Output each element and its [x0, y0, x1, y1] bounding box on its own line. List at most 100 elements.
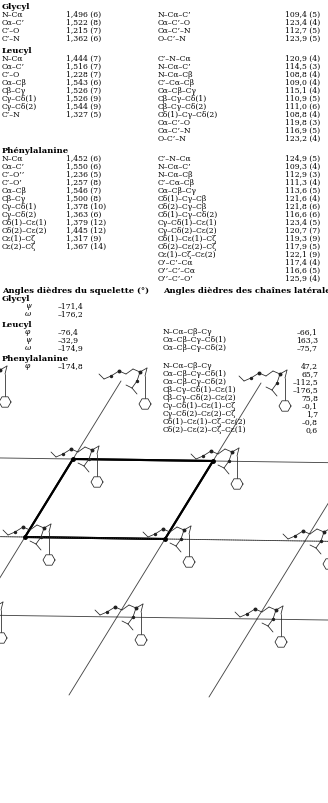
Text: 1,236 (5): 1,236 (5) [66, 171, 101, 179]
Text: 1,317 (9): 1,317 (9) [66, 234, 101, 243]
Text: Cδ(2)–Cε(2)–Cζ: Cδ(2)–Cε(2)–Cζ [158, 243, 217, 251]
Text: Cγ–Cδ(1)–Cε(1): Cγ–Cδ(1)–Cε(1) [158, 218, 217, 226]
Text: C’–N–Cα: C’–N–Cα [158, 55, 192, 63]
Text: φ: φ [25, 361, 31, 369]
Text: C’–N–Cα: C’–N–Cα [158, 155, 192, 163]
Text: 109,0 (4): 109,0 (4) [285, 79, 320, 87]
Text: 117,9 (5): 117,9 (5) [285, 243, 320, 251]
Text: Cδ(1)–Cγ–Cδ(2): Cδ(1)–Cγ–Cδ(2) [158, 111, 218, 119]
Text: Phenylalanine: Phenylalanine [2, 355, 69, 362]
Text: –32,9: –32,9 [58, 336, 79, 344]
Text: 119,3 (9): 119,3 (9) [285, 234, 320, 243]
Text: 109,3 (4): 109,3 (4) [285, 163, 320, 171]
Text: O’’–C’–Cα: O’’–C’–Cα [158, 267, 196, 275]
Text: Cδ(2)–Cε(2)–Cζ–Cε(1): Cδ(2)–Cε(2)–Cζ–Cε(1) [163, 426, 247, 434]
Text: Cα–C’: Cα–C’ [2, 63, 25, 71]
Text: Cβ–Cγ: Cβ–Cγ [2, 195, 26, 202]
Text: 111,0 (6): 111,0 (6) [285, 103, 320, 111]
Text: Cβ–Cγ: Cβ–Cγ [2, 87, 26, 95]
Text: N–Cα: N–Cα [2, 155, 24, 163]
Text: C’–Cα–Cβ: C’–Cα–Cβ [158, 179, 195, 187]
Text: C’–Cα–Cβ: C’–Cα–Cβ [158, 79, 195, 87]
Text: 65,7: 65,7 [301, 369, 318, 377]
Text: N–Cα–C’: N–Cα–C’ [158, 63, 192, 71]
Text: Glycyl: Glycyl [2, 3, 31, 11]
Text: 123,2 (4): 123,2 (4) [285, 135, 320, 143]
Text: Cδ(1)–Cε(1)–Cζ–Cε(2): Cδ(1)–Cε(1)–Cζ–Cε(2) [163, 418, 247, 426]
Text: Cβ–Cγ–Cδ(1)–Cε(1): Cβ–Cγ–Cδ(1)–Cε(1) [163, 385, 236, 393]
Text: N–Cα: N–Cα [2, 11, 24, 19]
Text: Cδ(2)–Cε(2): Cδ(2)–Cε(2) [2, 226, 48, 234]
Text: 108,8 (4): 108,8 (4) [285, 71, 320, 79]
Text: 1,526 (9): 1,526 (9) [66, 95, 101, 103]
Text: Cε(2)–Cζ: Cε(2)–Cζ [2, 243, 36, 251]
Text: –75,7: –75,7 [297, 344, 318, 352]
Text: 123,4 (5): 123,4 (5) [285, 218, 320, 226]
Text: ψ: ψ [25, 302, 31, 310]
Text: O’’–C’–O’: O’’–C’–O’ [158, 275, 194, 283]
Text: Cα–C’–O: Cα–C’–O [158, 119, 191, 127]
Text: Angles dièdres des chaînes latérales (°): Angles dièdres des chaînes latérales (°) [163, 287, 328, 295]
Text: 122,1 (9): 122,1 (9) [285, 251, 320, 259]
Text: 1,228 (7): 1,228 (7) [66, 71, 101, 79]
Text: –176,2: –176,2 [58, 310, 84, 318]
Text: 1,363 (6): 1,363 (6) [66, 210, 101, 218]
Text: 1,543 (6): 1,543 (6) [66, 79, 101, 87]
Text: Cβ–Cγ–Cδ(2)–Cε(2): Cβ–Cγ–Cδ(2)–Cε(2) [163, 393, 236, 402]
Text: Cα–Cβ–Cγ–Cδ(1): Cα–Cβ–Cγ–Cδ(1) [163, 369, 227, 377]
Text: Cα–C’–O: Cα–C’–O [158, 19, 191, 27]
Text: C’–N: C’–N [2, 35, 21, 43]
Text: ψ: ψ [25, 336, 31, 344]
Text: C’–N: C’–N [2, 111, 21, 119]
Text: 1,257 (8): 1,257 (8) [66, 179, 101, 187]
Text: 1,526 (7): 1,526 (7) [66, 87, 101, 95]
Text: 1,516 (7): 1,516 (7) [66, 63, 101, 71]
Text: 163,3: 163,3 [296, 336, 318, 344]
Text: 1,544 (9): 1,544 (9) [66, 103, 101, 111]
Text: 116,6 (5): 116,6 (5) [285, 267, 320, 275]
Text: 108,8 (4): 108,8 (4) [285, 111, 320, 119]
Text: 124,9 (5): 124,9 (5) [285, 155, 320, 163]
Text: –174,8: –174,8 [58, 361, 84, 369]
Text: Leucyl: Leucyl [2, 47, 32, 55]
Text: Cα–Cβ: Cα–Cβ [2, 79, 27, 87]
Text: C’–O’’: C’–O’’ [2, 171, 25, 179]
Text: –171,4: –171,4 [58, 302, 84, 310]
Text: 123,9 (5): 123,9 (5) [285, 35, 320, 43]
Text: N–Cα–Cβ–Cγ: N–Cα–Cβ–Cγ [163, 328, 213, 336]
Text: 112,9 (3): 112,9 (3) [285, 171, 320, 179]
Text: C’–O: C’–O [2, 27, 20, 35]
Text: C’–O’: C’–O’ [2, 179, 23, 187]
Text: 116,6 (6): 116,6 (6) [285, 210, 320, 218]
Text: Cγ–Cδ(1): Cγ–Cδ(1) [2, 202, 37, 210]
Text: Cα–Cβ–Cγ: Cα–Cβ–Cγ [158, 187, 197, 195]
Text: 111,3 (4): 111,3 (4) [285, 179, 320, 187]
Text: Cε(1)–Cζ–Cε(2): Cε(1)–Cζ–Cε(2) [158, 251, 216, 259]
Text: 75,8: 75,8 [301, 393, 318, 402]
Text: Cα–Cβ: Cα–Cβ [2, 187, 27, 195]
Text: 109,4 (5): 109,4 (5) [285, 11, 320, 19]
Text: N–Cα–C’: N–Cα–C’ [158, 11, 192, 19]
Text: 1,522 (8): 1,522 (8) [66, 19, 101, 27]
Text: Cα–Cβ–Cγ–Cδ(1): Cα–Cβ–Cγ–Cδ(1) [163, 336, 227, 344]
Text: φ: φ [25, 328, 31, 336]
Text: N–Cα–Cβ–Cγ: N–Cα–Cβ–Cγ [163, 361, 213, 369]
Text: Glycyl: Glycyl [2, 295, 31, 303]
Text: N–Cα–C’: N–Cα–C’ [158, 163, 192, 171]
Text: 1,362 (6): 1,362 (6) [66, 35, 101, 43]
Text: –112,5: –112,5 [292, 377, 318, 385]
Text: Cα–Cβ–Cγ–Cδ(2): Cα–Cβ–Cγ–Cδ(2) [163, 377, 227, 385]
Text: 115,1 (4): 115,1 (4) [285, 87, 320, 95]
Text: –76,4: –76,4 [58, 328, 79, 336]
Text: Cε(1)–Cζ: Cε(1)–Cζ [2, 234, 36, 243]
Text: Cβ–Cγ–Cδ(1): Cβ–Cγ–Cδ(1) [158, 95, 207, 103]
Text: Cγ–Cδ(1): Cγ–Cδ(1) [2, 95, 37, 103]
Text: O’–C’–Cα: O’–C’–Cα [158, 259, 194, 267]
Text: 1,215 (7): 1,215 (7) [66, 27, 101, 35]
Text: 119,8 (3): 119,8 (3) [285, 119, 320, 127]
Text: 112,7 (5): 112,7 (5) [285, 27, 320, 35]
Text: 120,9 (4): 120,9 (4) [285, 55, 320, 63]
Text: Cα–Cβ–Cγ: Cα–Cβ–Cγ [158, 87, 197, 95]
Text: Cγ–Cδ(2)–Cε(2)–Cζ: Cγ–Cδ(2)–Cε(2)–Cζ [163, 410, 236, 418]
Text: Cδ(1)–Cγ–Cδ(2): Cδ(1)–Cγ–Cδ(2) [158, 210, 218, 218]
